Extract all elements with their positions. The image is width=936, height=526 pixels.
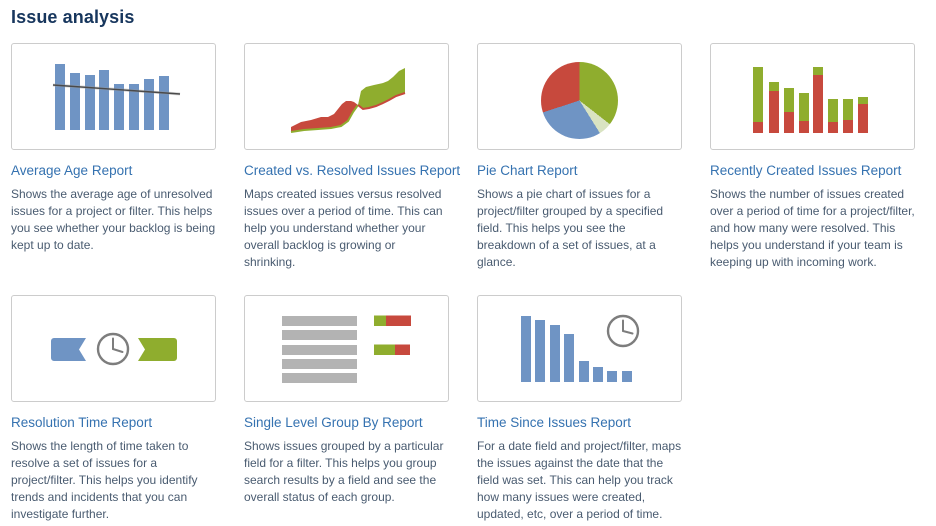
pie-chart-thumbnail[interactable] [477, 43, 682, 150]
report-card-resolution-time: Resolution Time Report Shows the length … [11, 295, 216, 523]
pie-chart-report-link[interactable]: Pie Chart Report [477, 163, 578, 178]
area-chart-icon [290, 68, 406, 133]
resolution-time-thumbnail[interactable] [11, 295, 216, 402]
single-level-group-by-report-link[interactable]: Single Level Group By Report [244, 415, 423, 430]
ribbons-clock-icon [51, 332, 177, 366]
bar-chart-trend-icon [52, 64, 181, 130]
single-level-group-by-report-description: Shows issues grouped by a particular fie… [244, 439, 444, 504]
page-title: Issue analysis [11, 7, 135, 27]
report-card-average-age: Average Age Report Shows the average age… [11, 43, 216, 271]
pie-chart-icon [541, 62, 618, 139]
grouped-list-icon [282, 315, 411, 383]
recently-created-report-link[interactable]: Recently Created Issues Report [710, 163, 902, 178]
report-card-time-since: Time Since Issues Report For a date fiel… [477, 295, 682, 523]
resolution-time-report-description: Shows the length of time taken to resolv… [11, 439, 198, 521]
average-age-thumbnail[interactable] [11, 43, 216, 150]
time-since-report-link[interactable]: Time Since Issues Report [477, 415, 632, 430]
descending-bars-clock-icon [521, 314, 640, 382]
created-vs-resolved-report-description: Maps created issues versus resolved issu… [244, 187, 443, 269]
report-grid: Average Age Report Shows the average age… [11, 43, 919, 523]
time-since-report-description: For a date field and project/filter, map… [477, 439, 682, 521]
pie-chart-report-description: Shows a pie chart of issues for a projec… [477, 187, 664, 269]
resolution-time-report-link[interactable]: Resolution Time Report [11, 415, 153, 430]
report-card-pie-chart: Pie Chart Report Shows a pie chart of is… [477, 43, 682, 271]
report-card-recently-created: Recently Created Issues Report Shows the… [710, 43, 915, 271]
recently-created-report-description: Shows the number of issues created over … [710, 187, 915, 269]
created-vs-resolved-report-link[interactable]: Created vs. Resolved Issues Report [244, 163, 461, 178]
average-age-report-description: Shows the average age of unresolved issu… [11, 187, 216, 252]
single-level-group-by-thumbnail[interactable] [244, 295, 449, 402]
time-since-thumbnail[interactable] [477, 295, 682, 402]
report-card-single-level-group-by: Single Level Group By Report Shows issue… [244, 295, 449, 523]
average-age-report-link[interactable]: Average Age Report [11, 163, 133, 178]
stacked-bar-chart-icon [753, 67, 868, 133]
report-card-created-vs-resolved: Created vs. Resolved Issues Report Maps … [244, 43, 461, 271]
created-vs-resolved-thumbnail[interactable] [244, 43, 449, 150]
recently-created-thumbnail[interactable] [710, 43, 915, 150]
